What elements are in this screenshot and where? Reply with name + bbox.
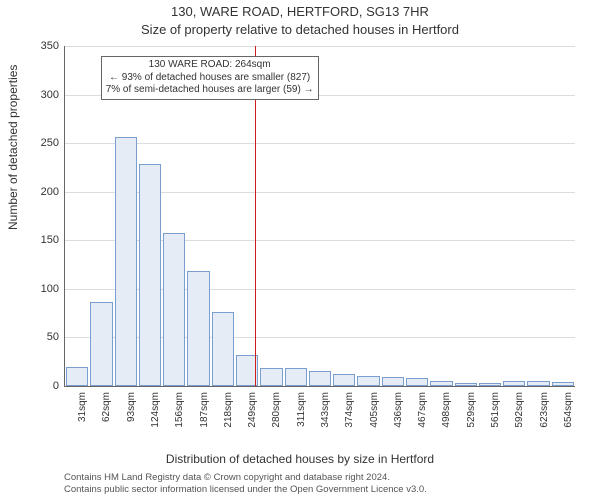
histogram-bar	[406, 378, 428, 386]
histogram-bar	[66, 367, 88, 386]
histogram-bar	[90, 302, 112, 387]
x-tick-label: 654sqm	[563, 392, 574, 428]
y-tick-label: 100	[41, 283, 59, 295]
x-tick-label: 187sqm	[199, 392, 210, 428]
histogram-bar	[382, 377, 404, 386]
footer: Contains HM Land Registry data © Crown c…	[64, 472, 580, 496]
histogram-bar	[333, 374, 355, 386]
x-tick-label: 561sqm	[490, 392, 501, 428]
histogram-bar	[479, 383, 501, 386]
histogram-bar	[527, 381, 549, 386]
y-tick-label: 250	[41, 137, 59, 149]
x-axis-label: Distribution of detached houses by size …	[0, 452, 600, 466]
x-tick-label: 592sqm	[514, 392, 525, 428]
annotation-box: 130 WARE ROAD: 264sqm← 93% of detached h…	[101, 56, 319, 100]
x-tick-label: 31sqm	[77, 392, 88, 422]
y-axis-label: Number of detached properties	[6, 65, 20, 230]
histogram-bar	[115, 137, 137, 386]
x-tick-label: 62sqm	[101, 392, 112, 422]
histogram-bar	[212, 312, 234, 386]
y-tick-label: 200	[41, 186, 59, 198]
page-title: 130, WARE ROAD, HERTFORD, SG13 7HR	[0, 4, 600, 19]
x-tick-label: 467sqm	[417, 392, 428, 428]
x-tick-label: 311sqm	[296, 392, 307, 427]
histogram-bar	[430, 381, 452, 386]
x-tick-label: 156sqm	[174, 392, 185, 428]
plot-area: 05010015020025030035031sqm62sqm93sqm124s…	[64, 46, 575, 387]
x-tick-label: 218sqm	[223, 392, 234, 428]
histogram-bar	[187, 271, 209, 386]
histogram-bar	[163, 233, 185, 386]
y-tick-label: 350	[41, 40, 59, 52]
chart-container: { "header": { "line1": "130, WARE ROAD, …	[0, 0, 600, 500]
footer-line2: Contains public sector information licen…	[64, 484, 580, 496]
y-tick-label: 300	[41, 89, 59, 101]
x-tick-label: 529sqm	[466, 392, 477, 428]
gridline	[65, 143, 575, 144]
x-tick-label: 93sqm	[126, 392, 137, 422]
histogram-bar	[285, 368, 307, 386]
x-tick-label: 498sqm	[441, 392, 452, 428]
x-tick-label: 436sqm	[393, 392, 404, 428]
x-tick-label: 124sqm	[150, 392, 161, 428]
histogram-bar	[503, 381, 525, 386]
histogram-bar	[139, 164, 161, 386]
page-subtitle: Size of property relative to detached ho…	[0, 22, 600, 37]
histogram-bar	[455, 383, 477, 386]
annotation-line: 7% of semi-detached houses are larger (5…	[106, 84, 314, 97]
histogram-bar	[552, 382, 574, 386]
x-tick-label: 280sqm	[271, 392, 282, 428]
x-tick-label: 405sqm	[369, 392, 380, 428]
x-tick-label: 343sqm	[320, 392, 331, 428]
annotation-line: ← 93% of detached houses are smaller (82…	[106, 72, 314, 85]
x-tick-label: 623sqm	[539, 392, 550, 428]
x-tick-label: 249sqm	[247, 392, 258, 428]
y-tick-label: 50	[47, 331, 59, 343]
histogram-bar	[309, 371, 331, 386]
y-tick-label: 150	[41, 234, 59, 246]
x-tick-label: 374sqm	[344, 392, 355, 428]
annotation-line: 130 WARE ROAD: 264sqm	[106, 59, 314, 72]
histogram-bar	[260, 368, 282, 386]
histogram-bar	[357, 376, 379, 386]
y-tick-label: 0	[53, 380, 59, 392]
gridline	[65, 46, 575, 47]
footer-line1: Contains HM Land Registry data © Crown c…	[64, 472, 580, 484]
